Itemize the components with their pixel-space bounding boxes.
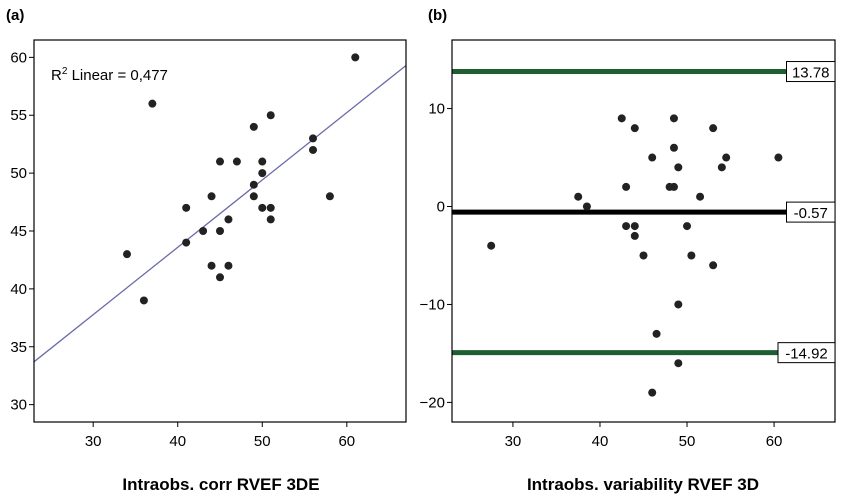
y-tick-label: 30 — [10, 397, 27, 414]
data-point — [630, 231, 639, 240]
data-point — [309, 145, 317, 154]
data-point — [674, 300, 683, 309]
data-point — [232, 157, 241, 166]
y-tick-label: 35 — [10, 339, 27, 356]
panel-b-frame — [451, 39, 836, 423]
x-tick-label: 50 — [679, 433, 696, 450]
panel-a: (a) 30 40 50 60 30 35 40 45 50 55 60 R2 Linear = 0… — [6, 7, 407, 494]
y-tick-label: 55 — [10, 107, 27, 124]
data-point — [351, 53, 360, 62]
data-point — [487, 241, 496, 250]
data-point — [249, 180, 258, 189]
data-point — [207, 261, 216, 270]
data-point — [224, 215, 233, 224]
data-point — [199, 227, 208, 235]
reference-line-label-box — [786, 201, 836, 223]
data-point — [648, 388, 657, 397]
data-point — [717, 163, 726, 172]
data-point — [683, 222, 692, 231]
data-point — [696, 192, 705, 201]
data-point — [266, 215, 275, 224]
data-point — [258, 157, 267, 166]
data-point — [669, 182, 678, 191]
x-tick-label: 50 — [254, 433, 271, 450]
r2-annotation: R2 Linear = 0,477 — [51, 66, 168, 84]
data-point — [258, 169, 267, 178]
data-point — [622, 222, 631, 231]
panel-a-label: (a) — [6, 7, 24, 24]
data-point — [652, 329, 661, 338]
data-point — [249, 192, 258, 201]
data-point — [207, 192, 216, 201]
x-tick-label: 30 — [85, 433, 102, 450]
data-point — [139, 296, 148, 305]
x-tick-label: 60 — [766, 433, 783, 450]
data-point — [216, 273, 224, 282]
data-point — [216, 227, 224, 235]
data-point — [630, 124, 639, 133]
panel-a-x-axis-title: Intraobs. corr RVEF 3DE — [122, 475, 319, 494]
data-point — [123, 250, 131, 259]
x-tick-label: 40 — [169, 433, 186, 450]
data-point — [687, 251, 696, 260]
reference-line-label: -14.92 — [785, 346, 828, 363]
data-point — [325, 192, 334, 201]
x-tick-label: 40 — [592, 433, 609, 450]
data-point — [224, 261, 233, 270]
y-tick-label: −10 — [420, 296, 445, 313]
y-tick-label: −20 — [420, 394, 445, 411]
y-tick-label: 50 — [10, 165, 27, 182]
reference-line-label: 13.78 — [792, 65, 830, 82]
data-point — [639, 251, 648, 260]
data-point — [630, 222, 639, 231]
data-point — [182, 203, 191, 212]
data-point — [674, 163, 683, 172]
y-tick-label: 0 — [437, 199, 445, 216]
data-point — [249, 122, 258, 131]
data-point — [182, 238, 191, 247]
data-point — [309, 134, 317, 143]
y-tick-label: 60 — [10, 49, 27, 66]
data-point — [148, 99, 157, 108]
reference-line-label-box — [786, 61, 836, 83]
data-point — [674, 359, 683, 368]
data-point — [617, 114, 626, 123]
data-point — [622, 182, 631, 191]
x-tick-label: 30 — [505, 433, 522, 450]
data-point — [258, 203, 267, 212]
data-point — [709, 124, 718, 133]
data-point — [669, 114, 678, 123]
panel-b-label: (b) — [428, 7, 447, 24]
data-point — [722, 153, 731, 162]
reference-line-label-box — [777, 342, 836, 364]
y-tick-label: 40 — [10, 281, 27, 298]
data-point — [774, 153, 783, 162]
data-point — [266, 203, 275, 212]
data-point — [574, 192, 583, 201]
panel-b: (b) 30 40 50 60 −20 −10 0 10 13.78 -0.57 -14.92 I… — [420, 7, 836, 494]
x-tick-label: 60 — [338, 433, 355, 450]
data-point — [648, 153, 657, 162]
data-point — [709, 261, 718, 270]
y-tick-label: 10 — [428, 101, 445, 118]
fit-line — [33, 64, 407, 363]
y-tick-label: 45 — [10, 223, 27, 240]
data-point — [216, 157, 224, 166]
data-point — [669, 143, 678, 152]
data-point — [266, 111, 275, 120]
panel-b-x-axis-title: Intraobs. variability RVEF 3D — [527, 475, 759, 494]
reference-line-label: -0.57 — [794, 205, 828, 222]
data-point — [582, 202, 591, 211]
